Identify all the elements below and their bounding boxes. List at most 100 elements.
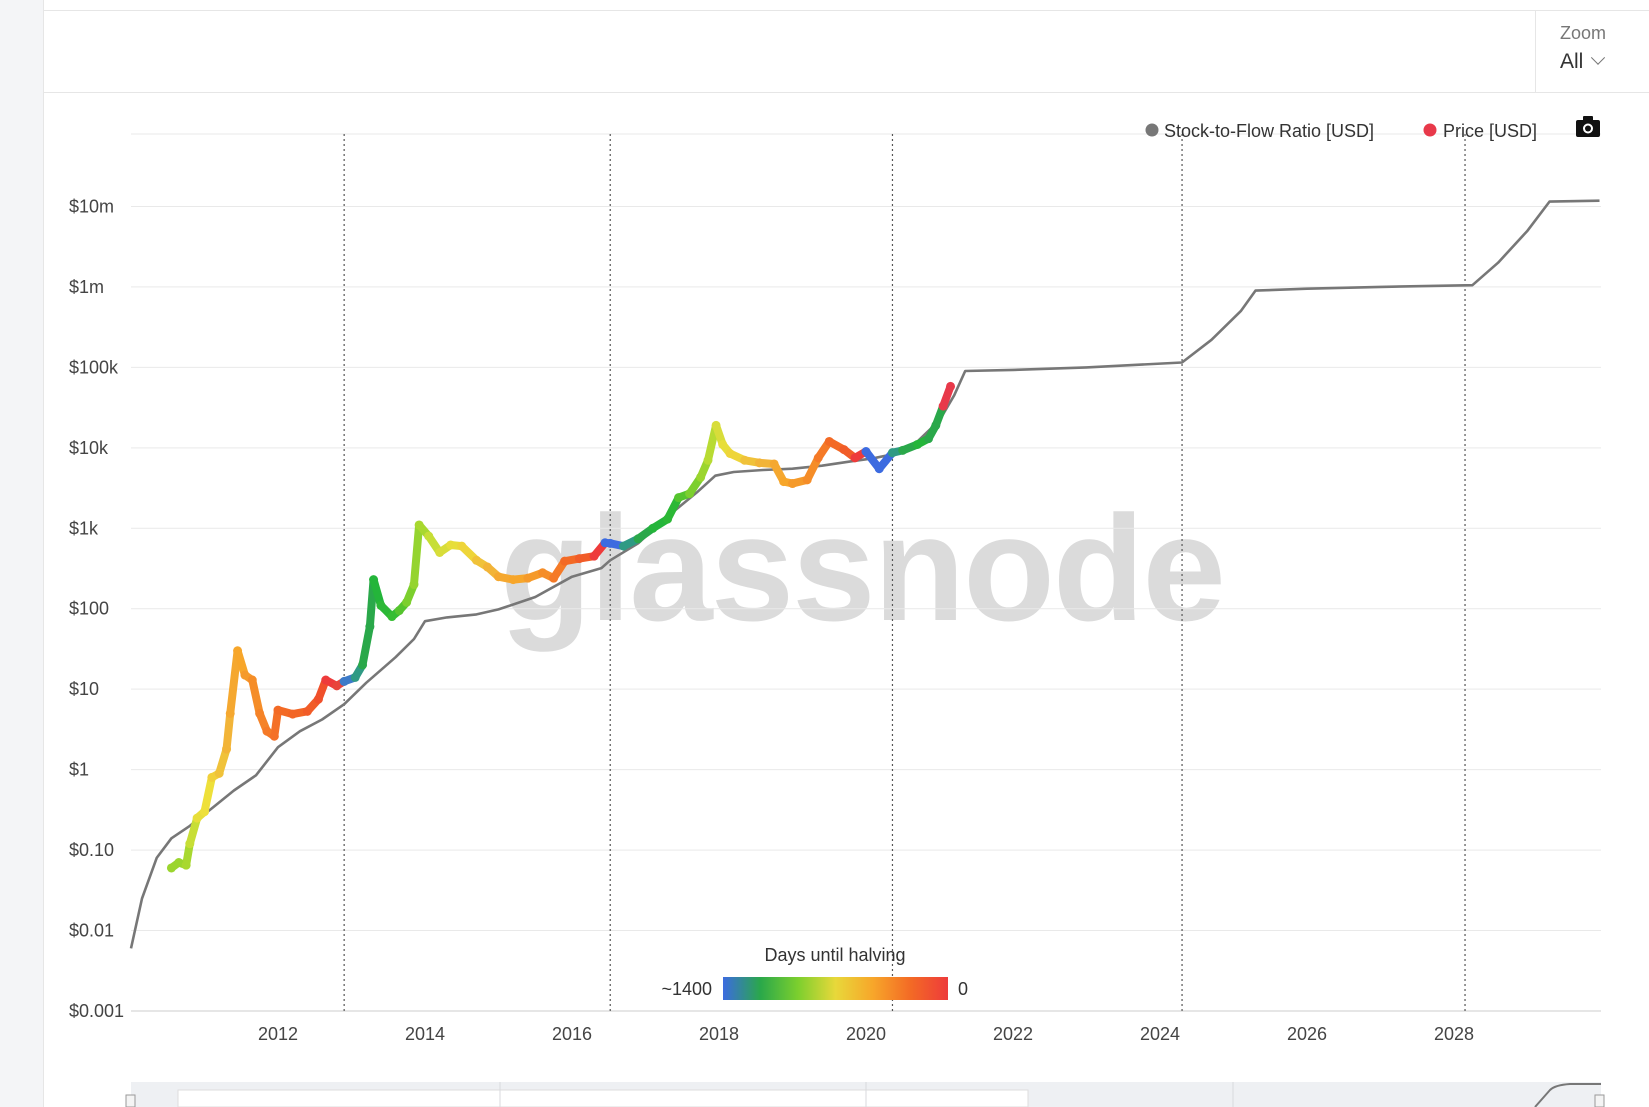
- price-point: [414, 520, 424, 530]
- price-point: [523, 573, 533, 583]
- price-point: [605, 538, 615, 548]
- x-tick-label: 2014: [405, 1024, 445, 1044]
- price-segment: [409, 520, 424, 589]
- price-point: [898, 445, 908, 455]
- watermark: glassnode: [500, 484, 1224, 652]
- price-point: [725, 448, 735, 458]
- zoom-value[interactable]: All: [1560, 50, 1584, 73]
- s2f-series: [129, 199, 1600, 949]
- navigator-handle-left[interactable]: [125, 1094, 136, 1107]
- y-tick-label: $1: [69, 760, 89, 780]
- price-point: [839, 445, 849, 455]
- price-point: [207, 772, 217, 782]
- price-point: [435, 547, 445, 557]
- y-axis: $10m $1m $100k $10k $1k $100 $10 $1 $0.10 $0.01 $0…: [69, 196, 124, 1021]
- price-point: [185, 839, 195, 849]
- price-point: [779, 477, 789, 487]
- price-point: [663, 514, 673, 524]
- y-tick-label: $1m: [69, 277, 104, 297]
- price-point: [321, 675, 331, 685]
- price-segment: [226, 646, 242, 718]
- price-point: [938, 401, 948, 411]
- price-point: [648, 523, 658, 533]
- price-point: [696, 472, 706, 482]
- legend: Stock-to-Flow Ratio [USD] Price [USD]: [1145, 121, 1538, 141]
- price-series: [166, 381, 956, 873]
- price-segment: [248, 676, 264, 718]
- x-tick-label: 2024: [1140, 1024, 1180, 1044]
- price-point: [200, 807, 209, 817]
- legend-item-price[interactable]: Price [USD]: [1423, 121, 1538, 141]
- price-point: [788, 479, 797, 489]
- price-point: [494, 572, 503, 582]
- x-tick-label: 2026: [1287, 1024, 1327, 1044]
- legend-item-s2f[interactable]: Stock-to-Flow Ratio [USD]: [1145, 121, 1375, 141]
- navigator-handle-right[interactable]: [1594, 1094, 1605, 1107]
- x-tick-label: 2016: [552, 1024, 592, 1044]
- price-point: [302, 706, 312, 716]
- colorbar: Days until halving ~1400 0: [661, 945, 968, 1000]
- colorbar-max-label: 0: [958, 979, 968, 999]
- price-point: [446, 540, 456, 550]
- navigator-s2f-line: [1534, 1083, 1601, 1107]
- price-point: [618, 541, 628, 551]
- price-point: [233, 646, 243, 656]
- price-point: [931, 420, 941, 430]
- price-point: [387, 612, 397, 622]
- price-point: [703, 455, 713, 465]
- price-point: [424, 531, 434, 541]
- legend-label-price[interactable]: Price [USD]: [1443, 121, 1537, 141]
- navigator-window[interactable]: [177, 1089, 1029, 1107]
- price-point: [350, 672, 360, 682]
- price-point: [912, 439, 922, 449]
- price-point: [574, 554, 584, 564]
- price-segment: [200, 773, 216, 816]
- price-point: [369, 575, 379, 585]
- price-point: [273, 705, 283, 715]
- colorbar-gradient: [723, 977, 948, 1000]
- legend-marker: [1145, 123, 1159, 137]
- price-point: [225, 708, 235, 718]
- x-tick-label: 2018: [699, 1024, 739, 1044]
- x-tick-label: 2028: [1434, 1024, 1474, 1044]
- price-point: [262, 726, 272, 736]
- price-point: [394, 606, 404, 616]
- price-point: [754, 458, 764, 468]
- zoom-control: Zoom All: [1535, 11, 1649, 92]
- price-point: [946, 381, 956, 391]
- price-point: [471, 555, 481, 565]
- price-point: [482, 562, 492, 572]
- y-tick-label: $10: [69, 679, 99, 699]
- price-segment: [358, 622, 374, 669]
- price-point: [409, 580, 419, 590]
- price-point: [457, 541, 467, 551]
- price-point: [269, 731, 279, 741]
- price-point: [365, 622, 375, 632]
- price-point: [824, 436, 834, 446]
- price-point: [589, 551, 599, 561]
- zoom-select[interactable]: All: [1560, 50, 1649, 74]
- x-tick-label: 2022: [993, 1024, 1033, 1044]
- legend-marker: [1423, 123, 1437, 137]
- price-point: [923, 434, 933, 444]
- chart-toolbar: Zoom All: [44, 11, 1649, 93]
- price-point: [166, 863, 176, 873]
- zoom-label: Zoom: [1560, 23, 1607, 43]
- price-point: [769, 459, 779, 469]
- price-point: [850, 453, 860, 463]
- y-tick-label: $10m: [69, 196, 114, 216]
- camera-icon[interactable]: [1576, 116, 1600, 137]
- y-tick-label: $1k: [69, 518, 99, 538]
- y-tick-label: $0.01: [69, 921, 114, 941]
- legend-label-s2f[interactable]: Stock-to-Flow Ratio [USD]: [1164, 121, 1374, 141]
- price-point: [887, 448, 897, 458]
- price-point: [313, 694, 323, 704]
- price-point: [181, 860, 191, 870]
- price-point: [358, 660, 368, 670]
- price-point: [674, 493, 684, 503]
- x-tick-label: 2012: [258, 1024, 298, 1044]
- price-point: [288, 709, 298, 719]
- price-point: [549, 573, 559, 583]
- navigator[interactable]: [125, 1082, 1605, 1107]
